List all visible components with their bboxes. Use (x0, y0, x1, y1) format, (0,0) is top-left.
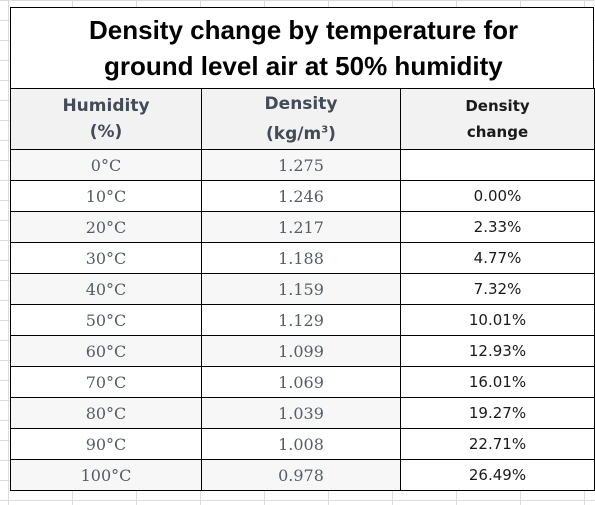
density-cell[interactable]: 1.217 (201, 211, 401, 243)
density-table: Humidity (%) Density (kg/m3) Density cha… (10, 88, 595, 491)
density-change-cell[interactable]: 26.49% (400, 459, 595, 491)
temperature-cell[interactable]: 80°C (10, 397, 202, 429)
density-cell[interactable]: 1.275 (201, 149, 401, 181)
header-density-unit: (kg/m3) (266, 123, 336, 144)
header-density[interactable]: Density (kg/m3) (201, 88, 401, 150)
density-cell[interactable]: 1.039 (201, 397, 401, 429)
temperature-cell[interactable]: 50°C (10, 304, 202, 336)
table-row: 50°C 1.129 10.01% (10, 304, 595, 336)
density-change-cell[interactable]: 7.32% (400, 273, 595, 305)
table-row: 60°C 1.099 12.93% (10, 335, 595, 367)
density-change-cell[interactable]: 12.93% (400, 335, 595, 367)
table-title: Density change by temperature for ground… (10, 7, 594, 88)
header-humidity-line2: (%) (89, 122, 123, 142)
temperature-cell[interactable]: 30°C (10, 242, 202, 274)
table-row: 30°C 1.188 4.77% (10, 242, 595, 274)
density-cell[interactable]: 1.008 (201, 428, 401, 460)
table-row: 80°C 1.039 19.27% (10, 397, 595, 429)
table-row: 100°C 0.978 26.49% (10, 459, 595, 491)
density-cell[interactable]: 1.188 (201, 242, 401, 274)
header-density-line1: Density (264, 94, 338, 115)
header-change-line1: Density (465, 97, 530, 115)
temperature-cell[interactable]: 100°C (10, 459, 202, 491)
table-row: 90°C 1.008 22.71% (10, 428, 595, 460)
table-row: 70°C 1.069 16.01% (10, 366, 595, 398)
temperature-cell[interactable]: 60°C (10, 335, 202, 367)
temperature-cell[interactable]: 40°C (10, 273, 202, 305)
density-change-cell[interactable]: 16.01% (400, 366, 595, 398)
density-cell[interactable]: 1.099 (201, 335, 401, 367)
density-change-cell[interactable]: 10.01% (400, 304, 595, 336)
header-change-line2: change (466, 123, 529, 141)
table-row: 20°C 1.217 2.33% (10, 211, 595, 243)
table-row: 40°C 1.159 7.32% (10, 273, 595, 305)
density-cell[interactable]: 1.069 (201, 366, 401, 398)
temperature-cell[interactable]: 90°C (10, 428, 202, 460)
temperature-cell[interactable]: 0°C (10, 149, 202, 181)
density-change-cell[interactable]: 2.33% (400, 211, 595, 243)
header-humidity[interactable]: Humidity (%) (10, 88, 202, 150)
density-change-cell[interactable]: 19.27% (400, 397, 595, 429)
density-cell[interactable]: 1.159 (201, 273, 401, 305)
table-row: 10°C 1.246 0.00% (10, 180, 595, 212)
density-change-cell[interactable]: 22.71% (400, 428, 595, 460)
density-change-cell[interactable]: 4.77% (400, 242, 595, 274)
temperature-cell[interactable]: 70°C (10, 366, 202, 398)
temperature-cell[interactable]: 20°C (10, 211, 202, 243)
table-row: 0°C 1.275 (10, 149, 595, 181)
temperature-cell[interactable]: 10°C (10, 180, 202, 212)
density-change-cell[interactable]: 0.00% (400, 180, 595, 212)
density-change-cell[interactable] (400, 149, 595, 181)
density-cell[interactable]: 1.246 (201, 180, 401, 212)
title-line-1: Density change by temperature for (89, 15, 519, 45)
header-humidity-line1: Humidity (62, 96, 150, 116)
density-cell[interactable]: 0.978 (201, 459, 401, 491)
density-table-sheet: Density change by temperature for ground… (10, 7, 595, 491)
title-line-2: ground level air at 50% humidity (104, 51, 503, 81)
density-cell[interactable]: 1.129 (201, 304, 401, 336)
header-density-change[interactable]: Density change (400, 88, 595, 150)
header-row: Humidity (%) Density (kg/m3) Density cha… (10, 88, 595, 150)
